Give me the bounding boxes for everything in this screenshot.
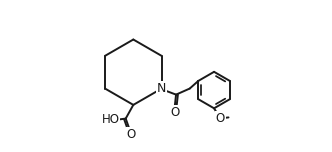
Text: HO: HO	[102, 113, 120, 126]
Text: O: O	[127, 128, 136, 141]
Text: O: O	[171, 106, 180, 119]
Text: O: O	[216, 112, 225, 125]
Text: N: N	[157, 82, 166, 95]
